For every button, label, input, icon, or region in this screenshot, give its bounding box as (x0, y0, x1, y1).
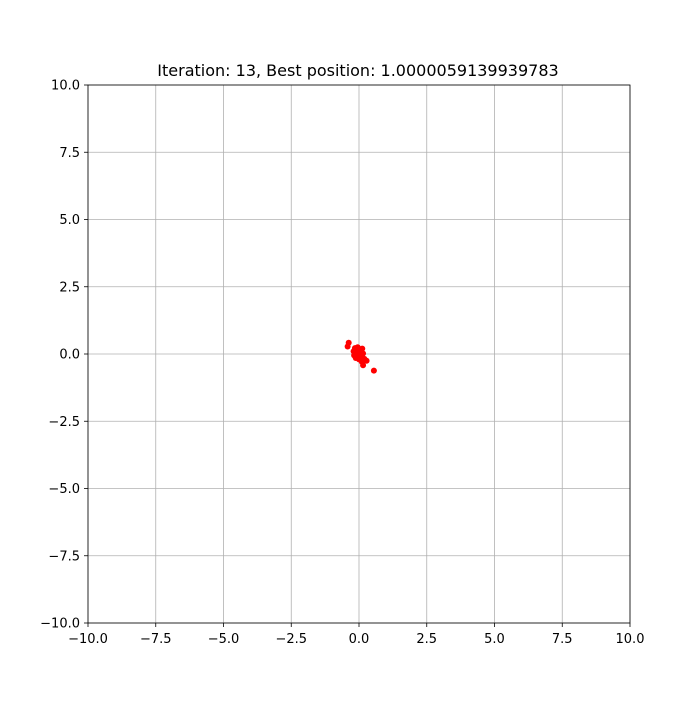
y-tick-label: −10.0 (40, 617, 80, 632)
x-tick-label: 2.5 (416, 632, 437, 647)
x-tick-label: −5.0 (208, 632, 240, 647)
scatter-point (370, 367, 377, 374)
y-tick-label: 10.0 (51, 79, 80, 94)
y-tick-label: 7.5 (59, 146, 80, 161)
x-tick-label: −2.5 (275, 632, 307, 647)
scatter-points (344, 339, 377, 374)
y-tick-label: −5.0 (48, 482, 80, 497)
x-tick-label: 5.0 (484, 632, 505, 647)
chart-title: Iteration: 13, Best position: 1.00000591… (157, 61, 558, 80)
x-tick-label: −7.5 (140, 632, 172, 647)
x-tick-label: 7.5 (552, 632, 573, 647)
y-tick-label: 2.5 (59, 280, 80, 295)
scatter-point (363, 357, 370, 364)
scatter-point (360, 362, 367, 369)
x-tick-label: −10.0 (68, 632, 108, 647)
axis-ticks: −10.0 −7.5 −5.0 −2.5 0.0 2.5 5.0 7.5 10.0 −10.0 −7… (40, 79, 644, 648)
y-tick-label: 0.0 (59, 348, 80, 363)
y-tick-label: −7.5 (48, 549, 80, 564)
y-tick-label: −2.5 (48, 415, 80, 430)
scatter-point (355, 351, 362, 358)
y-tick-label: 5.0 (59, 213, 80, 228)
scatter-point (344, 343, 351, 350)
x-tick-label: 10.0 (616, 632, 645, 647)
x-tick-label: 0.0 (349, 632, 370, 647)
